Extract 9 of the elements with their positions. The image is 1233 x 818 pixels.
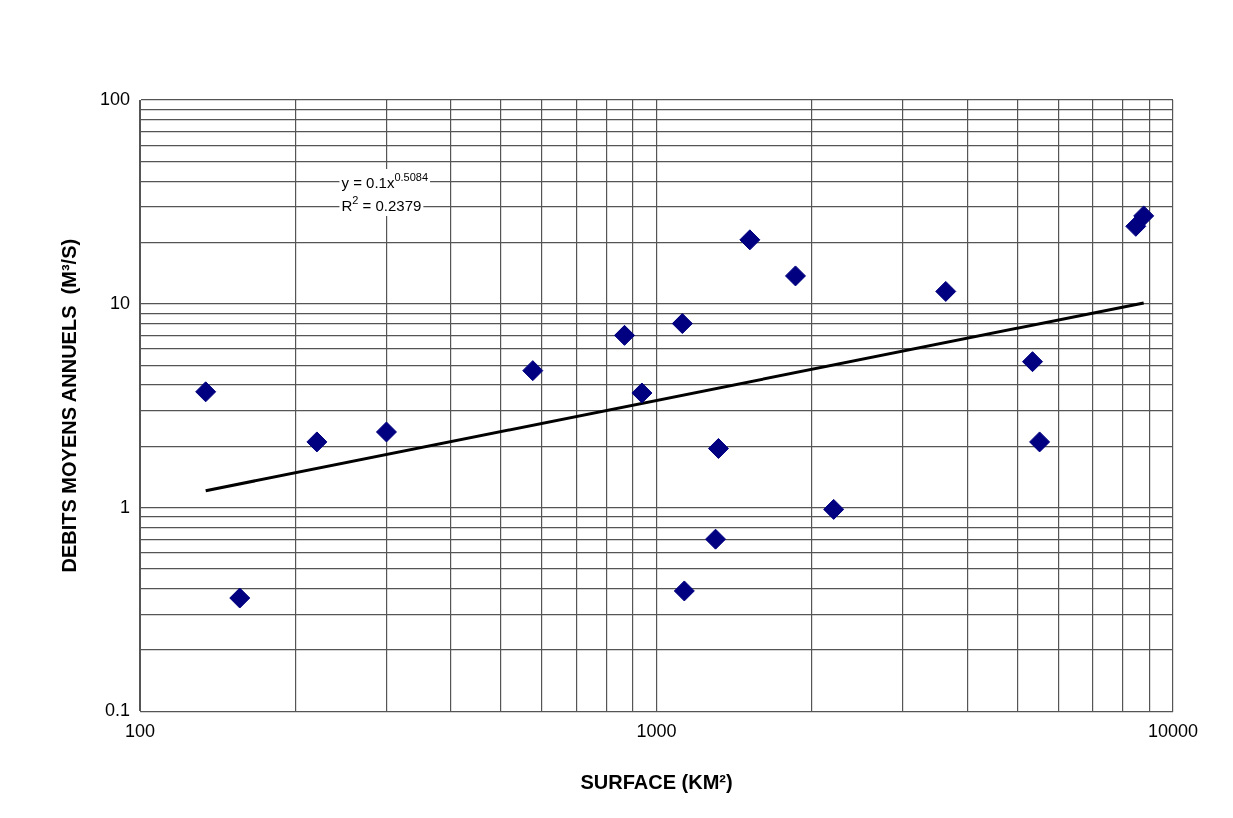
y-axis-title: DEBITS MOYENS ANNUELS (M³/S) xyxy=(57,238,80,573)
x-tick-label: 10000 xyxy=(1147,721,1199,742)
x-axis-title: SURFACE (KM²) xyxy=(580,770,733,793)
y-tick-label: 1 xyxy=(120,496,131,517)
y-tick-label: 100 xyxy=(99,88,131,109)
y-tick-label: 10 xyxy=(110,292,131,313)
y-tick-label: 0.1 xyxy=(105,700,131,721)
x-tick-label: 100 xyxy=(125,721,156,742)
x-tick-label: 1000 xyxy=(636,721,677,742)
